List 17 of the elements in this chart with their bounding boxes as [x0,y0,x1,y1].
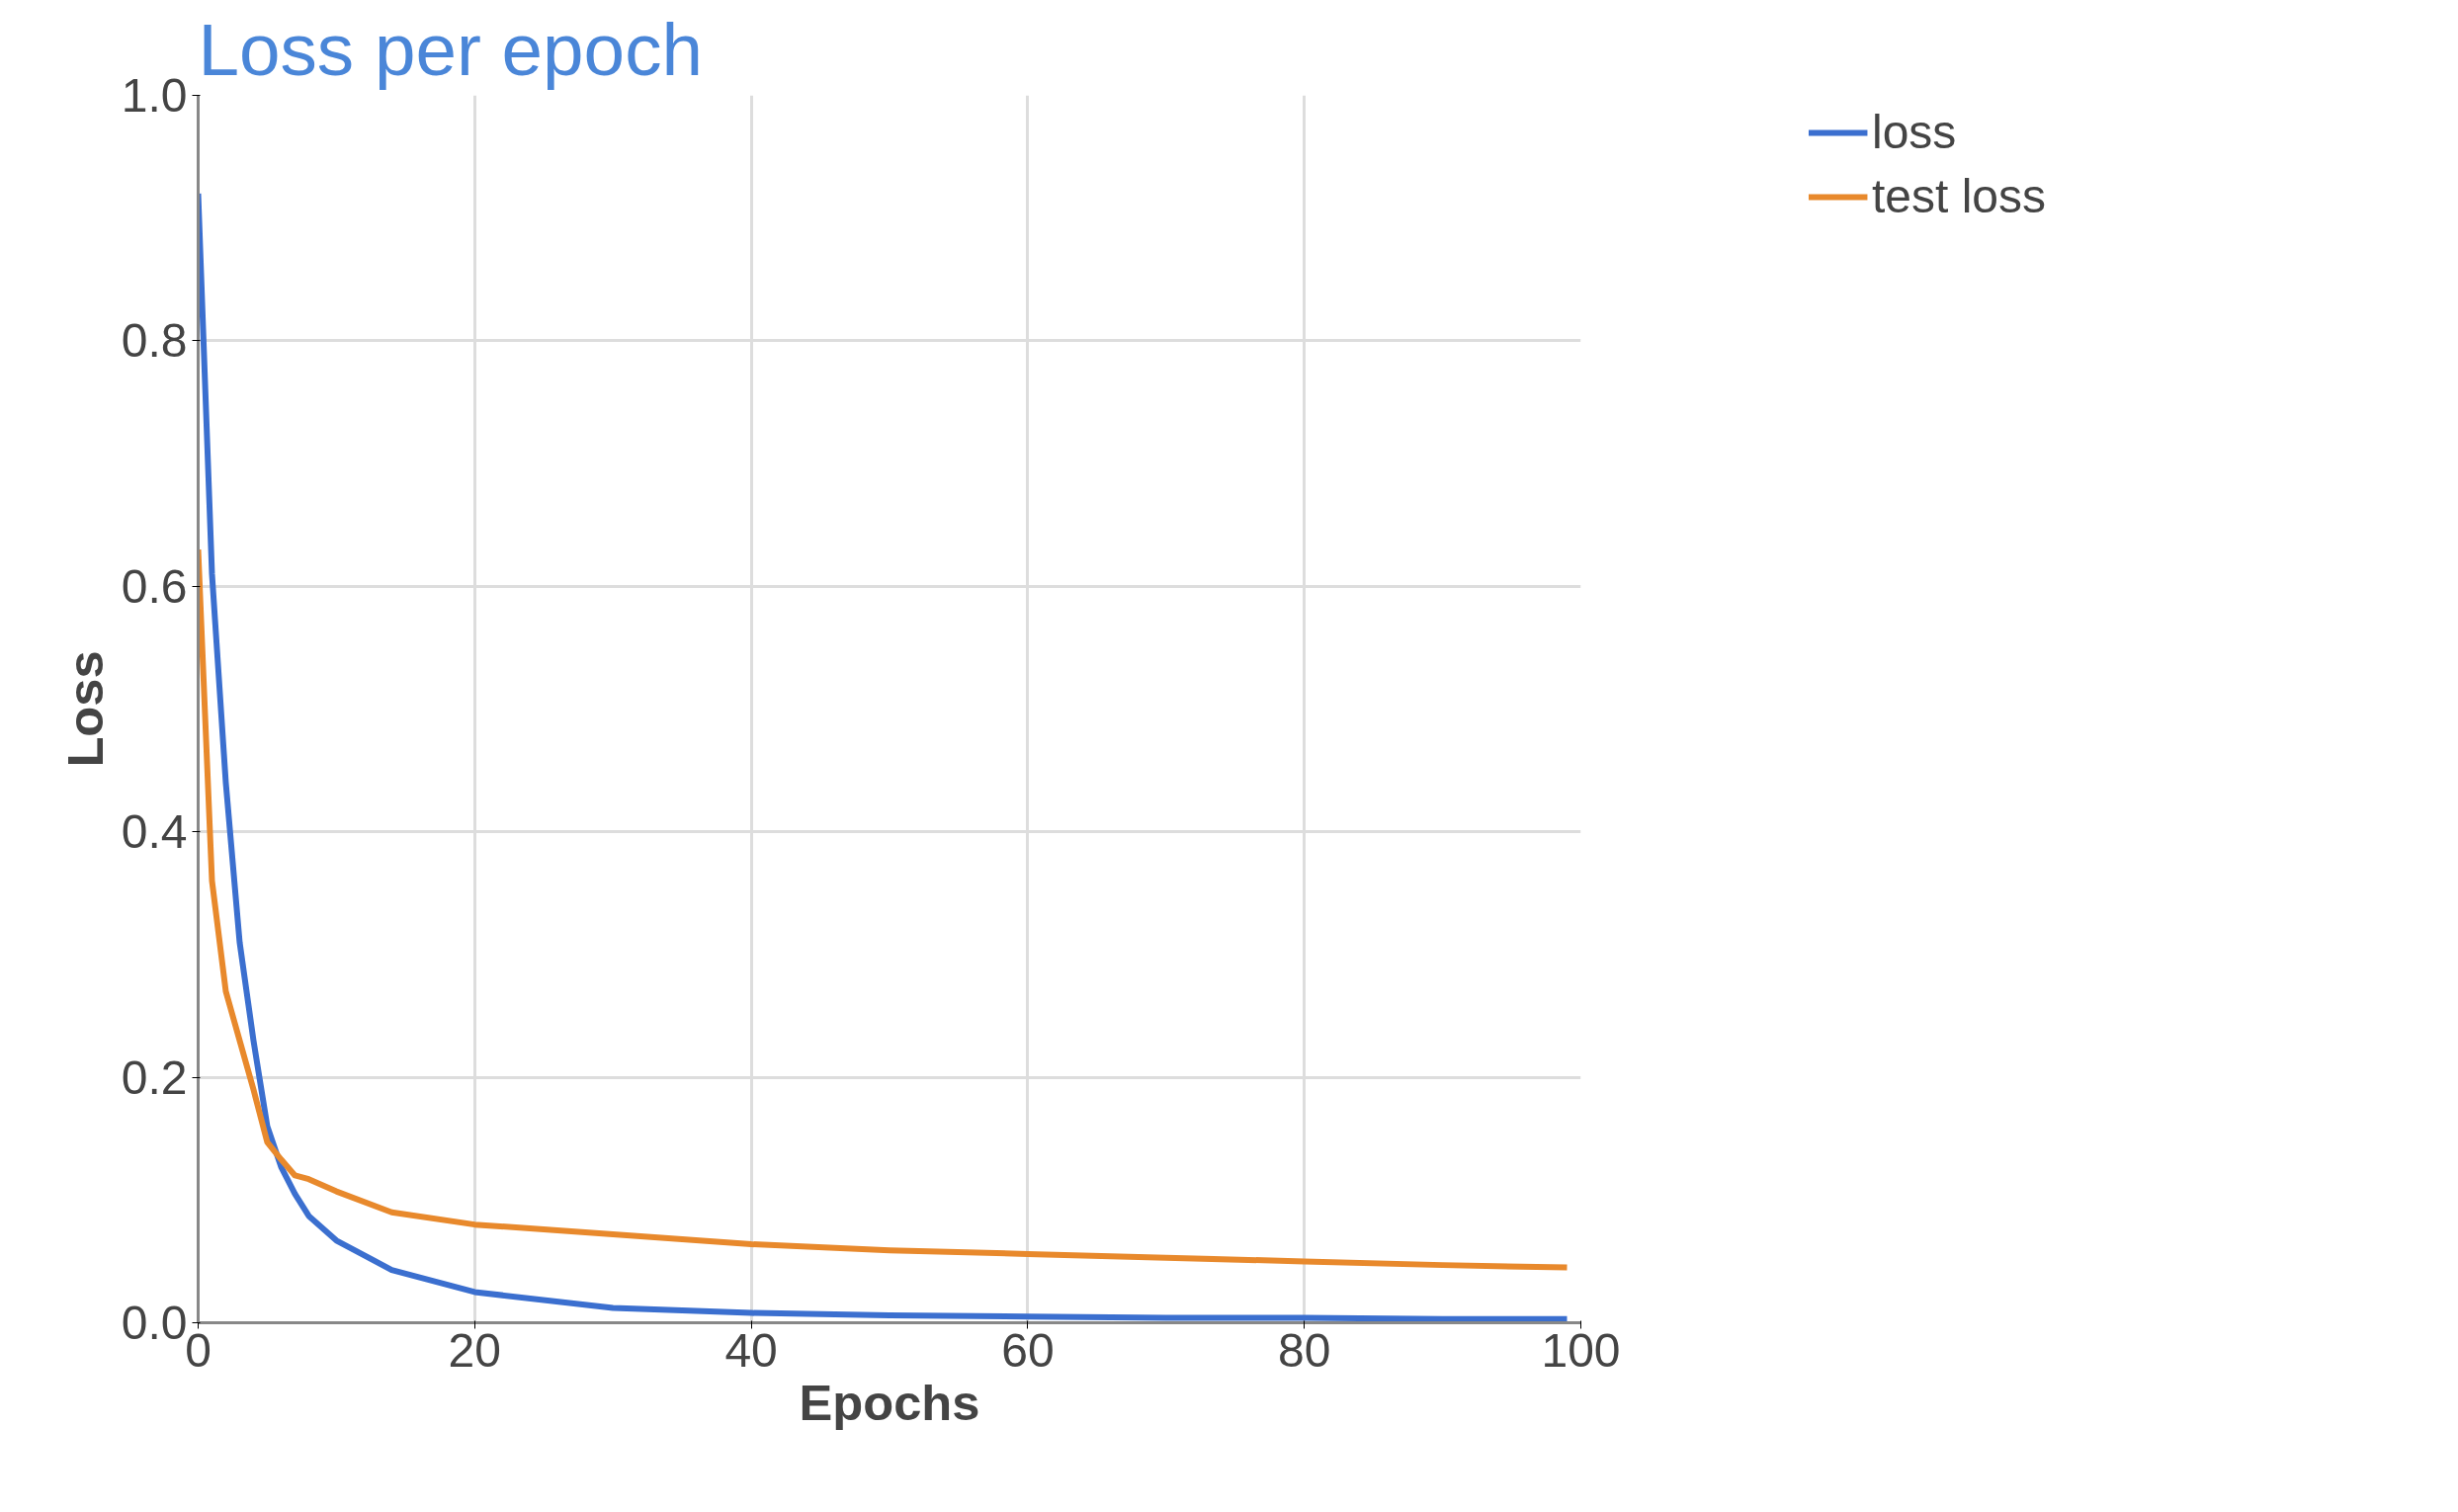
y-tick-label: 0.6 [121,559,188,613]
x-tick-label: 60 [1001,1323,1055,1377]
legend-label: test loss [1871,169,2047,223]
legend-label: loss [1871,105,1957,159]
y-axis-title: Loss [56,650,114,768]
y-tick-label: 0.2 [121,1050,188,1104]
y-tick-label: 0.8 [121,314,188,368]
x-tick-label: 0 [185,1323,212,1377]
x-tick-label: 80 [1278,1323,1331,1377]
y-tick-label: 1.0 [121,69,188,122]
y-tick-label: 0.4 [121,805,188,859]
x-tick-label: 100 [1541,1323,1621,1377]
x-tick-label: 40 [724,1323,778,1377]
chart-title: Loss per epoch [198,7,703,91]
y-tick-label: 0.0 [121,1297,188,1349]
x-tick-label: 20 [448,1323,501,1377]
x-axis-title: Epochs [799,1374,980,1431]
